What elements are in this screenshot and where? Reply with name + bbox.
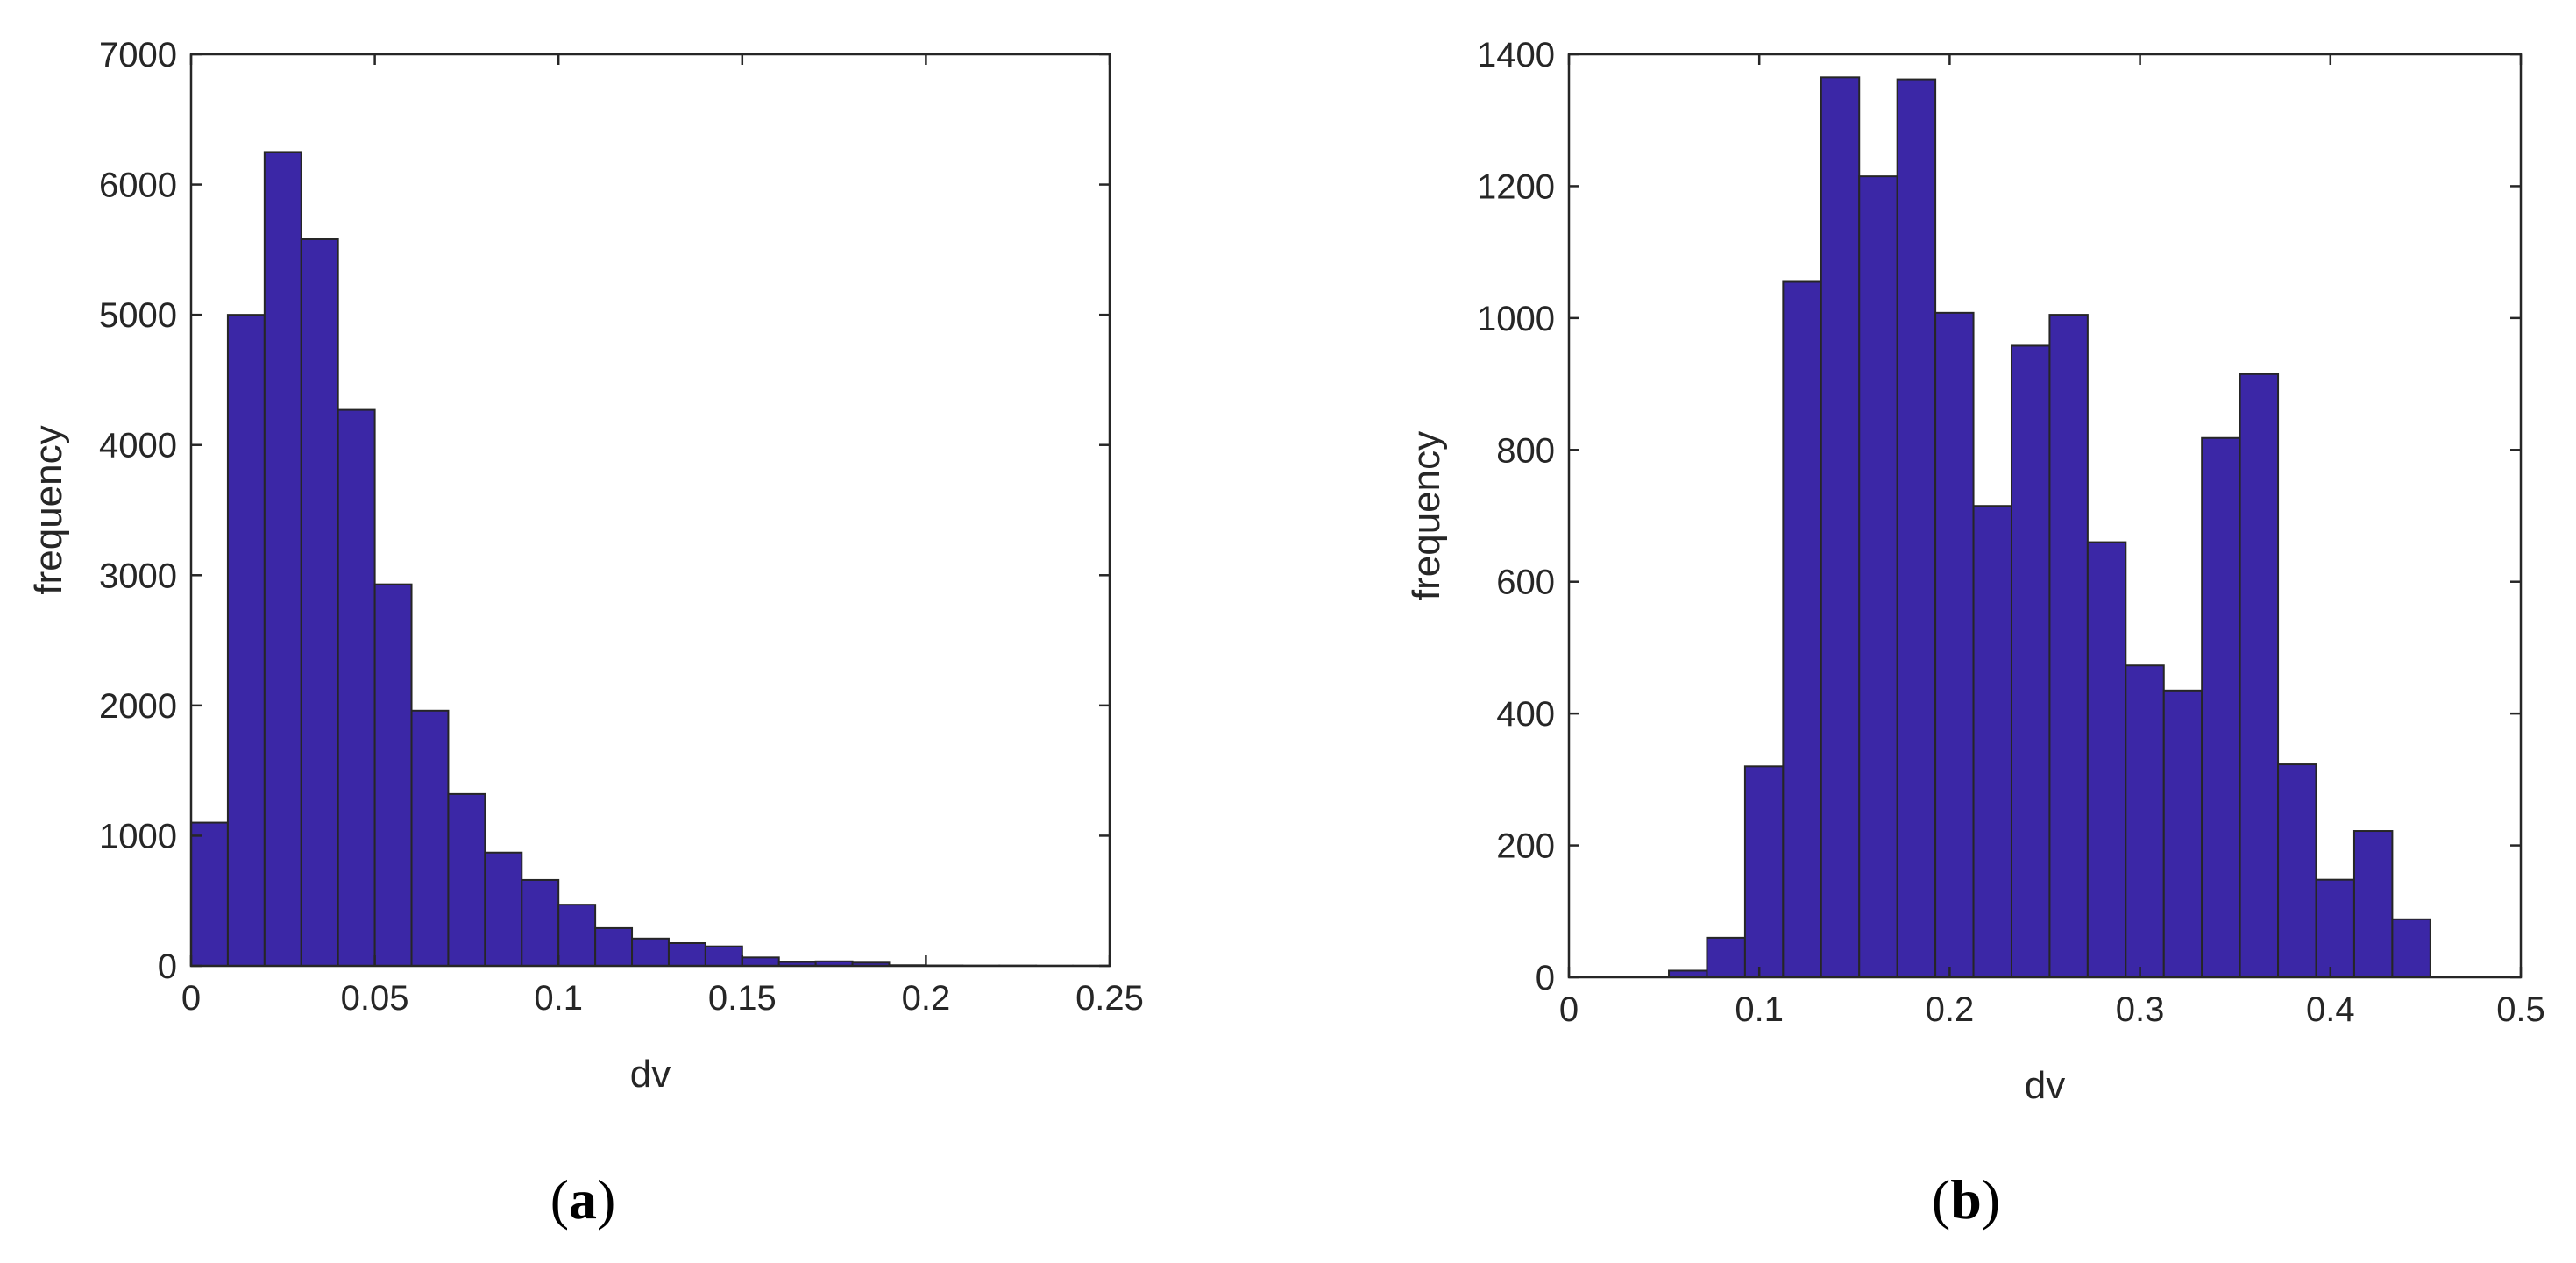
y-axis-label: frequency	[1405, 431, 1448, 600]
histogram-bar	[1706, 936, 1746, 979]
x-tick-label: 0.1	[534, 979, 583, 1018]
histogram-bar	[2010, 344, 2051, 978]
histogram-bar	[2391, 918, 2431, 978]
x-tick-label: 0.2	[1926, 990, 1975, 1029]
histogram-bar	[1858, 175, 1898, 978]
y-tick-label: 1200	[1477, 167, 1555, 206]
x-tick-label: 0.05	[341, 979, 409, 1018]
y-tick-label: 600	[1496, 564, 1555, 602]
x-axis-label: dv	[630, 1053, 671, 1096]
histogram-bar	[1972, 505, 2012, 978]
histogram-bar	[190, 821, 229, 967]
panel-label-b: (b)	[1932, 1168, 2000, 1231]
histogram-bar	[2277, 763, 2317, 978]
y-tick-label: 1000	[99, 817, 177, 855]
histogram-bar	[300, 238, 339, 967]
axes-frame	[189, 53, 1111, 968]
y-tick-label: 400	[1496, 695, 1555, 734]
y-tick-label: 7000	[99, 36, 177, 75]
histogram-bar	[1934, 311, 1975, 978]
histogram-bar	[2162, 689, 2203, 978]
histogram-bar	[1743, 765, 1785, 978]
x-tick-label: 0.1	[1735, 990, 1784, 1029]
y-tick-label: 0	[1536, 959, 1555, 997]
tick-marks	[1567, 53, 2523, 979]
y-tick-label: 2000	[99, 687, 177, 726]
y-tick-label: 5000	[99, 296, 177, 335]
histogram-bars	[1668, 76, 2431, 979]
y-tick-label: 6000	[99, 167, 177, 205]
y-axis-label: frequency	[27, 425, 70, 594]
panel-label-a: (a)	[550, 1168, 616, 1231]
histogram-bar	[631, 937, 670, 968]
histogram-bar	[1782, 280, 1822, 979]
histogram-bar	[484, 851, 523, 967]
histogram-bar	[1820, 76, 1861, 979]
histogram-bar	[2201, 436, 2241, 978]
x-tick-label: 0.3	[2116, 990, 2165, 1029]
histogram-bar	[667, 942, 706, 967]
histogram-bar	[521, 878, 560, 968]
histogram-bars	[190, 151, 1111, 968]
axes-frame	[1567, 53, 2523, 979]
y-tick-label: 1000	[1477, 300, 1555, 338]
histogram-bar	[557, 904, 597, 967]
histogram-bar	[594, 926, 634, 968]
x-tick-label: 0.4	[2306, 990, 2355, 1029]
histogram-panel-a: 0 0.05 0.1 0.15 0.2 0.25 0 1000 2000 3000 4000 5000…	[27, 36, 1144, 1231]
x-tick-label: 0	[181, 979, 201, 1018]
tick-marks	[189, 53, 1111, 968]
histogram-bar	[373, 583, 413, 968]
x-tick-label: 0.15	[708, 979, 777, 1018]
y-tick-label: 200	[1496, 827, 1555, 866]
x-tick-label: 0.25	[1075, 979, 1144, 1018]
x-axis-label: dv	[2025, 1064, 2065, 1107]
histogram-bar	[2125, 664, 2165, 979]
histogram-bar	[2352, 830, 2394, 978]
y-tick-label: 4000	[99, 427, 177, 465]
x-tick-label: 0	[1559, 990, 1579, 1029]
histogram-bar	[2086, 541, 2127, 978]
histogram-bar	[263, 151, 302, 967]
tick-labels: 0 0.05 0.1 0.15 0.2 0.25 0 1000 2000 3000 4000 5000…	[99, 36, 1144, 1018]
histogram-bar	[741, 956, 780, 968]
x-tick-label: 0.5	[2496, 990, 2545, 1029]
histogram-bar	[2239, 373, 2280, 978]
histogram-bar	[226, 314, 266, 967]
histogram-bar	[704, 945, 743, 967]
y-tick-label: 3000	[99, 557, 177, 595]
histogram-panel-b: 0 0.1 0.2 0.3 0.4 0.5 0 200 400 600 800 1000 1200 140…	[1405, 36, 2545, 1231]
histogram-bar	[337, 408, 376, 968]
histogram-bar	[447, 792, 486, 968]
histogram-bar	[410, 709, 450, 967]
histogram-bar	[2048, 314, 2089, 978]
histogram-bar	[2315, 878, 2355, 979]
histogram-bar	[1896, 78, 1937, 979]
x-tick-label: 0.2	[902, 979, 951, 1018]
y-tick-label: 0	[158, 947, 177, 986]
y-tick-label: 1400	[1477, 36, 1555, 75]
tick-labels: 0 0.1 0.2 0.3 0.4 0.5 0 200 400 600 800 1000 1200 140…	[1477, 36, 2545, 1029]
y-tick-label: 800	[1496, 431, 1555, 470]
